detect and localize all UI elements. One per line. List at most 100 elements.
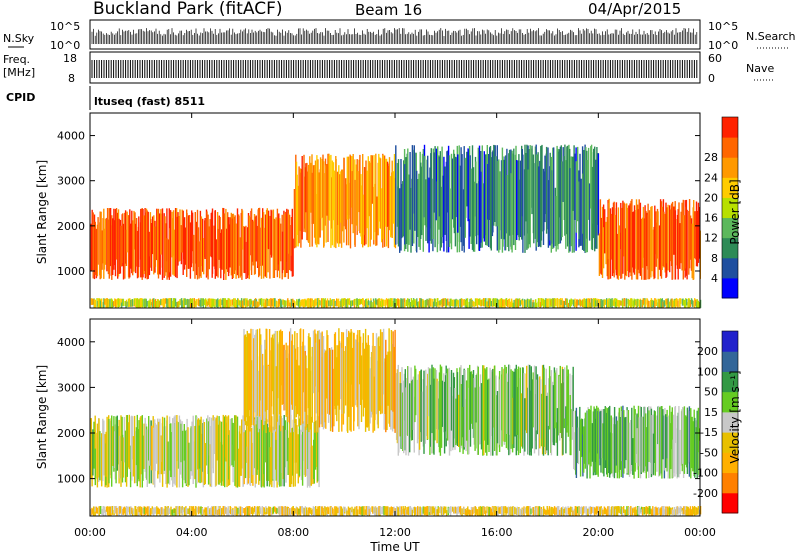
heatmap-cell: [204, 443, 206, 485]
heatmap-cell: [485, 154, 487, 246]
heatmap-cell: [488, 298, 491, 308]
heatmap-cell: [622, 299, 624, 308]
heatmap-cell: [280, 416, 282, 487]
heatmap-cell: [486, 301, 488, 307]
heatmap-cell: [293, 189, 296, 249]
heatmap-cell: [318, 298, 320, 308]
heatmap-cell: [454, 299, 456, 308]
heatmap-cell: [317, 415, 319, 482]
heatmap-cell: [571, 299, 573, 305]
heatmap-cell: [332, 162, 335, 221]
heatmap-cell: [179, 299, 181, 306]
heatmap-cell: [480, 383, 483, 450]
heatmap-cell: [413, 506, 416, 516]
heatmap-cell: [579, 299, 582, 307]
heatmap-cell: [111, 415, 113, 487]
heatmap-cell: [295, 419, 297, 463]
heatmap-cell: [279, 218, 281, 279]
heatmap-cell: [94, 221, 96, 275]
heatmap-cell: [282, 506, 284, 516]
heatmap-cell: [350, 509, 352, 516]
heatmap-cell: [652, 506, 654, 516]
heatmap-cell: [694, 211, 696, 259]
heatmap-cell: [639, 508, 641, 514]
heatmap-cell: [519, 300, 522, 307]
heatmap-cell: [162, 508, 164, 515]
heatmap-cell: [330, 347, 333, 428]
heatmap-cell: [265, 506, 267, 512]
heatmap-cell: [456, 300, 458, 307]
heatmap-cell: [585, 298, 588, 308]
heatmap-cell: [567, 508, 570, 515]
heatmap-cell: [332, 299, 335, 308]
heatmap-cell: [596, 405, 598, 475]
heatmap-cell: [572, 510, 574, 516]
heatmap-cell: [492, 150, 494, 233]
heatmap-cell: [306, 162, 308, 241]
heatmap-cell: [293, 508, 295, 516]
heatmap-cell: [458, 506, 460, 514]
heatmap-cell: [636, 428, 638, 470]
heatmap-cell: [533, 163, 535, 244]
heatmap-cell: [382, 155, 384, 240]
heatmap-cell: [503, 299, 505, 308]
heatmap-cell: [543, 298, 545, 308]
heatmap-cell: [183, 424, 185, 461]
heatmap-cell: [598, 506, 600, 516]
heatmap-cell: [188, 442, 190, 486]
heatmap-cell: [372, 298, 375, 308]
heatmap-cell: [677, 209, 679, 280]
heatmap-cell: [471, 374, 474, 429]
heatmap-cell: [286, 208, 288, 273]
heatmap-cell: [290, 340, 293, 405]
heatmap-cell: [502, 299, 504, 307]
heatmap-cell: [182, 219, 185, 259]
heatmap-cell: [420, 162, 422, 239]
heatmap-cell: [188, 299, 190, 308]
heatmap-cell: [623, 298, 626, 307]
heatmap-cell: [418, 506, 420, 515]
heatmap-cell: [471, 145, 474, 250]
heatmap-cell: [321, 506, 323, 514]
heatmap-cell: [149, 419, 151, 466]
heatmap-cell: [603, 299, 605, 308]
heatmap-cell: [468, 387, 470, 455]
heatmap-cell: [349, 332, 351, 431]
heatmap-cell: [139, 506, 141, 516]
heatmap-cell: [167, 239, 169, 278]
heatmap-cell: [545, 510, 547, 516]
heatmap-cell: [303, 154, 305, 232]
heatmap-cell: [669, 205, 671, 273]
heatmap-cell: [447, 506, 449, 516]
heatmap-cell: [298, 418, 301, 476]
heatmap-cell: [412, 300, 414, 308]
heatmap-cell: [226, 416, 228, 488]
heatmap-cell: [197, 506, 200, 515]
heatmap-cell: [679, 506, 681, 516]
heatmap-cell: [169, 210, 172, 277]
heatmap-cell: [265, 509, 267, 515]
heatmap-cell: [461, 375, 464, 438]
nsearch-tick-top: 10^5: [708, 20, 738, 33]
heatmap-cell: [492, 507, 494, 513]
heatmap-cell: [213, 506, 215, 516]
heatmap-cell: [343, 506, 345, 516]
heatmap-cell: [437, 146, 439, 245]
heatmap-cell: [101, 433, 103, 487]
power-data-layer: [90, 144, 702, 308]
heatmap-cell: [441, 506, 444, 516]
heatmap-cell: [258, 416, 260, 485]
heatmap-cell: [271, 298, 273, 307]
heatmap-cell: [577, 506, 579, 514]
heatmap-cell: [678, 507, 680, 514]
heatmap-cell: [529, 390, 531, 453]
heatmap-cell: [141, 506, 143, 516]
heatmap-cell: [627, 410, 630, 475]
heatmap-cell: [643, 406, 645, 471]
heatmap-cell: [579, 153, 581, 246]
colorbar-segment: [722, 351, 738, 372]
heatmap-cell: [376, 196, 378, 246]
heatmap-cell: [158, 421, 160, 475]
heatmap-cell: [591, 507, 593, 513]
